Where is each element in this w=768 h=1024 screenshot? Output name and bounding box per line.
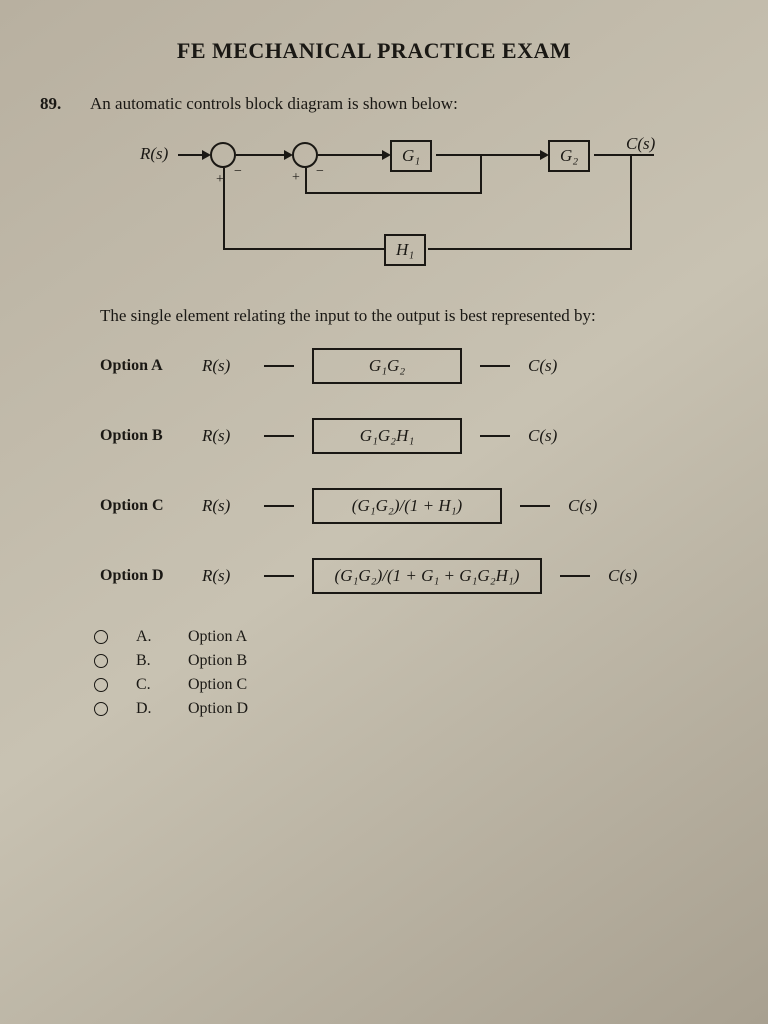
option-block: (G₁G₂)/(1 + G₁ + G₁G₂H₁) bbox=[312, 558, 542, 594]
sub-question: The single element relating the input to… bbox=[100, 306, 708, 326]
page-header: FE MECHANICAL PRACTICE EXAM bbox=[40, 38, 708, 64]
option-label: Option C bbox=[100, 497, 184, 515]
choice-text: Option A bbox=[188, 628, 247, 646]
option-in: R(s) bbox=[202, 356, 246, 376]
choice-text: Option C bbox=[188, 676, 247, 694]
question-row: 89. An automatic controls block diagram … bbox=[40, 94, 708, 114]
option-c-row: Option C R(s) (G₁G₂)/(1 + H₁) C(s) bbox=[100, 488, 708, 524]
option-block: G₁G₂H₁ bbox=[312, 418, 462, 454]
option-block: (G₁G₂)/(1 + H₁) bbox=[312, 488, 502, 524]
option-d-row: Option D R(s) (G₁G₂)/(1 + G₁ + G₁G₂H₁) C… bbox=[100, 558, 708, 594]
question-text: An automatic controls block diagram is s… bbox=[90, 94, 458, 114]
radio-icon bbox=[94, 654, 108, 668]
option-label: Option D bbox=[100, 567, 184, 585]
block-g2: G₂ bbox=[548, 140, 590, 172]
signal-input: R(s) bbox=[140, 144, 168, 164]
option-out: C(s) bbox=[528, 356, 557, 376]
signal-output: C(s) bbox=[626, 134, 655, 154]
option-in: R(s) bbox=[202, 496, 246, 516]
option-block: G₁G₂ bbox=[312, 348, 462, 384]
block-g1: G₁ bbox=[390, 140, 432, 172]
choice-text: Option D bbox=[188, 700, 248, 718]
option-in: R(s) bbox=[202, 426, 246, 446]
block-h1: H₁ bbox=[384, 234, 426, 266]
choice-text: Option B bbox=[188, 652, 247, 670]
choice-c[interactable]: C. Option C bbox=[94, 676, 708, 694]
radio-icon bbox=[94, 702, 108, 716]
radio-icon bbox=[94, 630, 108, 644]
choice-letter: A. bbox=[136, 628, 160, 646]
choice-letter: C. bbox=[136, 676, 160, 694]
option-out: C(s) bbox=[568, 496, 597, 516]
option-label: Option A bbox=[100, 357, 184, 375]
choice-letter: D. bbox=[136, 700, 160, 718]
summing-junction-1 bbox=[210, 142, 236, 168]
summing-junction-2 bbox=[292, 142, 318, 168]
block-diagram: R(s) + − + − G₁ G₂ C(s) bbox=[140, 132, 680, 282]
choice-a[interactable]: A. Option A bbox=[94, 628, 708, 646]
option-b-row: Option B R(s) G₁G₂H₁ C(s) bbox=[100, 418, 708, 454]
question-number: 89. bbox=[40, 94, 74, 114]
choice-letter: B. bbox=[136, 652, 160, 670]
answer-choices: A. Option A B. Option B C. Option C D. O… bbox=[94, 628, 708, 718]
option-out: C(s) bbox=[608, 566, 637, 586]
option-label: Option B bbox=[100, 427, 184, 445]
choice-d[interactable]: D. Option D bbox=[94, 700, 708, 718]
radio-icon bbox=[94, 678, 108, 692]
option-in: R(s) bbox=[202, 566, 246, 586]
choice-b[interactable]: B. Option B bbox=[94, 652, 708, 670]
option-a-row: Option A R(s) G₁G₂ C(s) bbox=[100, 348, 708, 384]
option-out: C(s) bbox=[528, 426, 557, 446]
